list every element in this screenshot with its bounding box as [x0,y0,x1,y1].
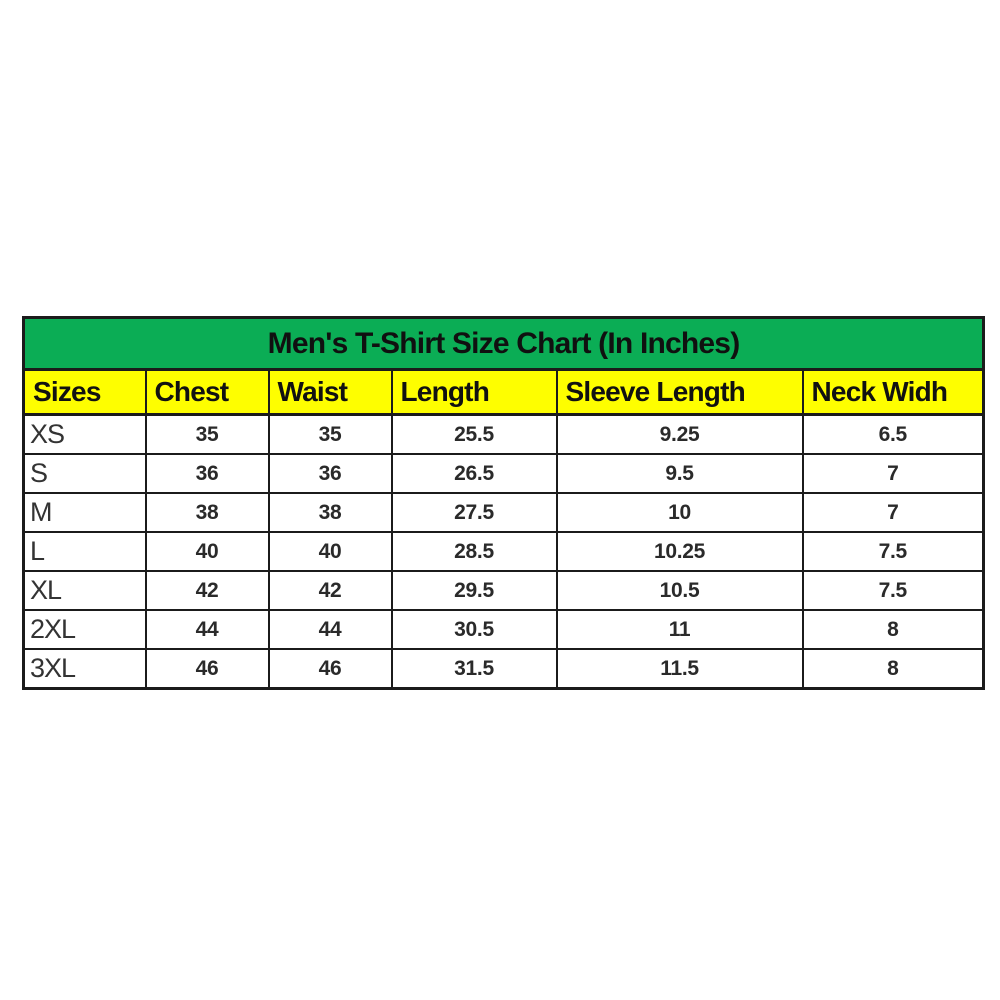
chest-value: 36 [144,453,270,494]
waist-value: 35 [267,413,393,455]
table-row-2xl: 2XL 44 44 30.5 11 8 [22,609,985,650]
waist-value: 40 [267,531,393,572]
column-header-neck-width: Neck Widh [801,368,985,416]
table-row-m: M 38 38 27.5 10 7 [22,492,985,533]
size-label: M [22,492,147,533]
waist-value: 44 [267,609,393,650]
table-row-xs: XS 35 35 25.5 9.25 6.5 [22,413,985,455]
column-header-sleeve-length: Sleeve Length [555,368,804,416]
chest-value: 46 [144,648,270,690]
sleeve-length-value: 11 [555,609,804,650]
neck-width-value: 8 [801,609,985,650]
table-row-3xl: 3XL 46 46 31.5 11.5 8 [22,648,985,690]
waist-value: 42 [267,570,393,611]
size-label: 2XL [22,609,147,650]
table-row-l: L 40 40 28.5 10.25 7.5 [22,531,985,572]
sleeve-length-value: 10.5 [555,570,804,611]
neck-width-value: 7.5 [801,531,985,572]
neck-width-value: 6.5 [801,413,985,455]
sleeve-length-value: 9.25 [555,413,804,455]
length-value: 28.5 [390,531,558,572]
column-header-length: Length [390,368,558,416]
table-header-row: Sizes Chest Waist Length Sleeve Length N… [22,368,985,416]
size-label: L [22,531,147,572]
length-value: 30.5 [390,609,558,650]
size-label: 3XL [22,648,147,690]
chest-value: 44 [144,609,270,650]
size-chart-table: Men's T-Shirt Size Chart (In Inches) Siz… [22,316,986,690]
length-value: 26.5 [390,453,558,494]
table-title: Men's T-Shirt Size Chart (In Inches) [22,316,985,371]
table-title-row: Men's T-Shirt Size Chart (In Inches) [22,316,985,371]
sleeve-length-value: 10 [555,492,804,533]
length-value: 31.5 [390,648,558,690]
chest-value: 38 [144,492,270,533]
neck-width-value: 7.5 [801,570,985,611]
length-value: 27.5 [390,492,558,533]
chest-value: 42 [144,570,270,611]
chest-value: 40 [144,531,270,572]
neck-width-value: 7 [801,492,985,533]
sleeve-length-value: 10.25 [555,531,804,572]
sleeve-length-value: 11.5 [555,648,804,690]
column-header-chest: Chest [144,368,270,416]
size-label: XL [22,570,147,611]
table-row-s: S 36 36 26.5 9.5 7 [22,453,985,494]
waist-value: 36 [267,453,393,494]
column-header-sizes: Sizes [22,368,147,416]
waist-value: 38 [267,492,393,533]
size-label: XS [22,413,147,455]
table-row-xl: XL 42 42 29.5 10.5 7.5 [22,570,985,611]
neck-width-value: 8 [801,648,985,690]
length-value: 25.5 [390,413,558,455]
chest-value: 35 [144,413,270,455]
size-label: S [22,453,147,494]
sleeve-length-value: 9.5 [555,453,804,494]
waist-value: 46 [267,648,393,690]
length-value: 29.5 [390,570,558,611]
neck-width-value: 7 [801,453,985,494]
column-header-waist: Waist [267,368,393,416]
